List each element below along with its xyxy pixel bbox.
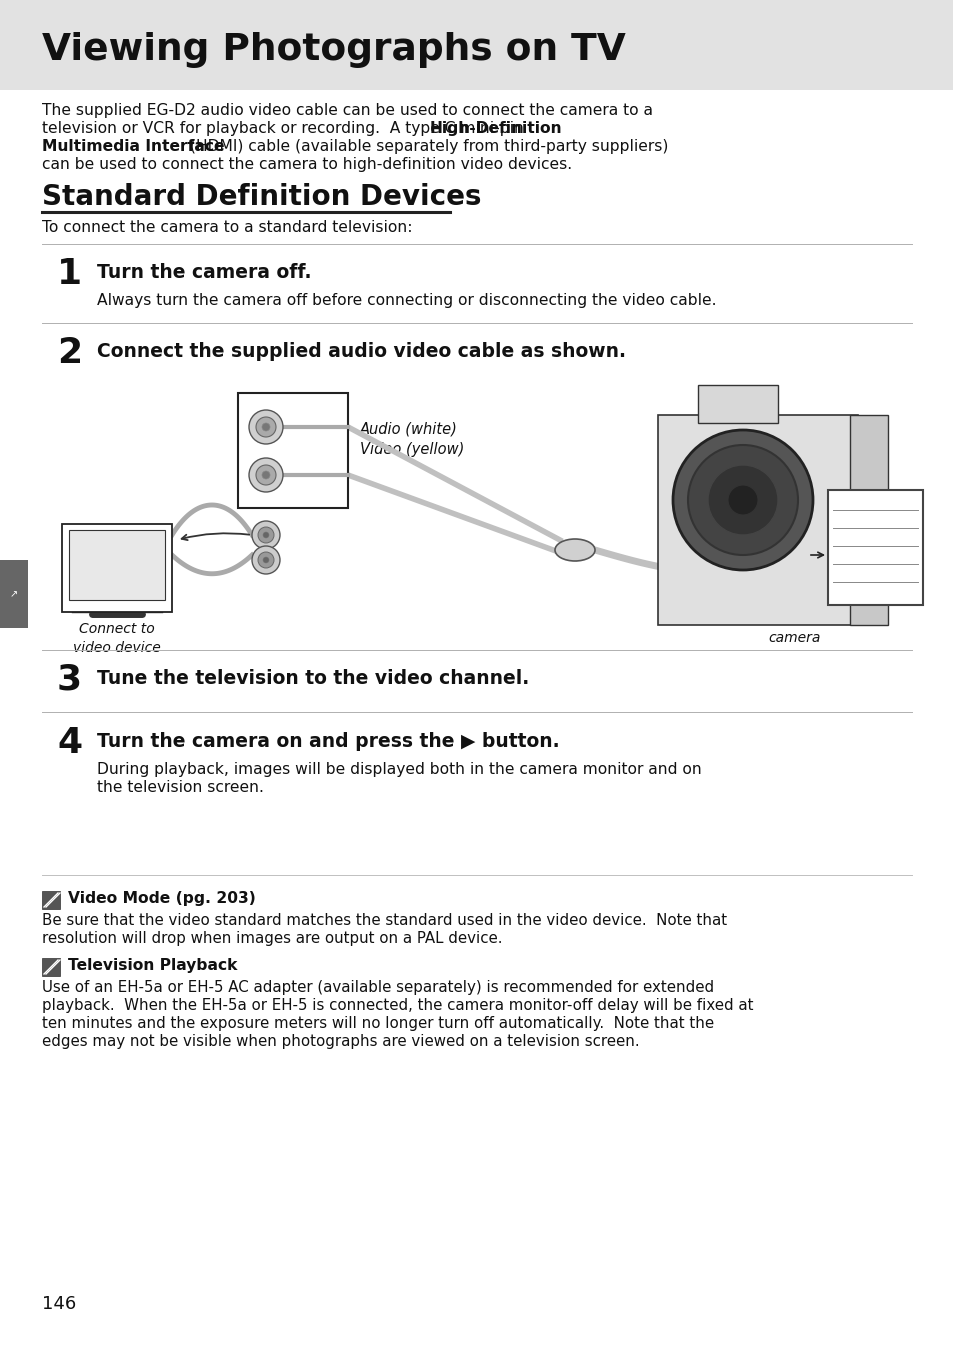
Circle shape: [255, 416, 275, 437]
Circle shape: [255, 465, 275, 485]
Circle shape: [263, 531, 269, 538]
Text: Standard Definition Devices: Standard Definition Devices: [42, 183, 481, 211]
Text: 1: 1: [57, 257, 82, 291]
Circle shape: [252, 546, 280, 575]
Text: To connect the camera to a standard television:: To connect the camera to a standard tele…: [42, 220, 412, 235]
Circle shape: [727, 485, 758, 515]
Text: 3: 3: [57, 662, 82, 698]
Bar: [658, 415, 857, 625]
Circle shape: [257, 527, 274, 544]
Text: Turn the camera off.: Turn the camera off.: [97, 264, 312, 283]
Text: television or VCR for playback or recording.  A type C mini-pin: television or VCR for playback or record…: [42, 120, 528, 137]
Text: Always turn the camera off before connecting or disconnecting the video cable.: Always turn the camera off before connec…: [97, 293, 716, 308]
Text: Video Mode (pg. 203): Video Mode (pg. 203): [68, 891, 255, 906]
Text: resolution will drop when images are output on a PAL device.: resolution will drop when images are out…: [42, 932, 502, 946]
Text: 2: 2: [57, 337, 82, 370]
Circle shape: [262, 423, 270, 431]
Circle shape: [249, 410, 283, 443]
Text: The supplied EG-D2 audio video cable can be used to connect the camera to a: The supplied EG-D2 audio video cable can…: [42, 103, 652, 118]
Bar: [237, 393, 348, 508]
Text: Video (yellow): Video (yellow): [359, 442, 464, 457]
Text: High-Definition: High-Definition: [430, 120, 562, 137]
Text: During playback, images will be displayed both in the camera monitor and on: During playback, images will be displaye…: [97, 763, 701, 777]
Text: Television Playback: Television Playback: [68, 959, 237, 973]
Text: ↗: ↗: [10, 589, 18, 599]
Text: Turn the camera on and press the ▶ button.: Turn the camera on and press the ▶ butto…: [97, 731, 559, 750]
Text: Connect to
video device: Connect to video device: [73, 622, 161, 656]
Ellipse shape: [555, 539, 595, 561]
Text: Audio (white): Audio (white): [359, 422, 457, 437]
Bar: [0, 560, 28, 627]
Text: Viewing Photographs on TV: Viewing Photographs on TV: [42, 32, 625, 68]
Circle shape: [263, 557, 269, 562]
Circle shape: [672, 430, 812, 571]
Circle shape: [687, 445, 797, 556]
Text: Multimedia Interface: Multimedia Interface: [42, 139, 224, 154]
Circle shape: [249, 458, 283, 492]
Bar: [69, 530, 165, 600]
Text: Be sure that the video standard matches the standard used in the video device.  : Be sure that the video standard matches …: [42, 913, 726, 927]
Text: Use of an EH-5a or EH-5 AC adapter (available separately) is recommended for ext: Use of an EH-5a or EH-5 AC adapter (avai…: [42, 980, 714, 995]
Text: playback.  When the EH-5a or EH-5 is connected, the camera monitor-off delay wil: playback. When the EH-5a or EH-5 is conn…: [42, 998, 753, 1013]
Bar: [849, 415, 887, 625]
Bar: [827, 489, 923, 604]
Text: 4: 4: [57, 726, 82, 760]
Text: 146: 146: [42, 1295, 76, 1313]
Bar: [0, 0, 953, 91]
Circle shape: [252, 521, 280, 549]
Bar: [42, 959, 60, 976]
Bar: [42, 891, 60, 909]
Bar: [62, 525, 172, 612]
Text: ten minutes and the exposure meters will no longer turn off automatically.  Note: ten minutes and the exposure meters will…: [42, 1015, 714, 1032]
Circle shape: [257, 552, 274, 568]
Text: the television screen.: the television screen.: [97, 780, 264, 795]
Text: (HDMI) cable (available separately from third-party suppliers): (HDMI) cable (available separately from …: [185, 139, 668, 154]
Circle shape: [262, 470, 270, 479]
Text: edges may not be visible when photographs are viewed on a television screen.: edges may not be visible when photograph…: [42, 1034, 639, 1049]
Text: Connect the supplied audio video cable as shown.: Connect the supplied audio video cable a…: [97, 342, 625, 361]
Text: Tune the television to the video channel.: Tune the television to the video channel…: [97, 669, 529, 688]
Text: can be used to connect the camera to high-definition video devices.: can be used to connect the camera to hig…: [42, 157, 572, 172]
Circle shape: [707, 465, 778, 535]
Text: Connect to
camera: Connect to camera: [757, 612, 832, 645]
Bar: [698, 385, 778, 423]
